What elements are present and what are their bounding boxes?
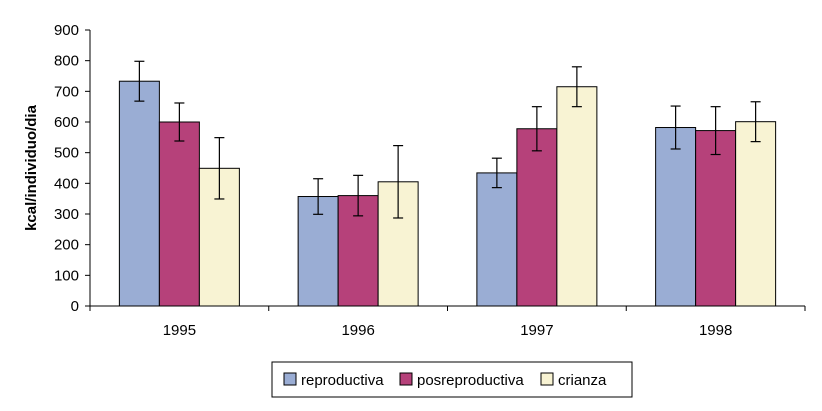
- y-tick-label: 100: [54, 267, 79, 284]
- x-tick-label: 1995: [163, 322, 196, 339]
- y-tick-label: 200: [54, 237, 79, 254]
- legend-label-posreproductiva: posreproductiva: [417, 372, 524, 389]
- legend-swatch-reproductiva: [283, 372, 297, 386]
- legend-box: [271, 361, 633, 398]
- y-tick-label: 600: [54, 114, 79, 131]
- bar-reproductiva: [655, 127, 697, 307]
- bar-posreproductiva: [516, 128, 558, 307]
- y-tick-label: 500: [54, 145, 79, 162]
- bar-posreproductiva: [158, 121, 200, 307]
- legend-label-crianza: crianza: [558, 372, 607, 389]
- y-tick-label: 400: [54, 175, 79, 192]
- legend-swatch-posreproductiva: [399, 372, 413, 386]
- y-tick-label: 800: [54, 53, 79, 70]
- x-tick-label: 1998: [699, 322, 732, 339]
- y-tick-label: 0: [71, 298, 79, 315]
- bar-reproductiva: [476, 172, 518, 307]
- x-tick-label: 1996: [341, 322, 374, 339]
- x-tick-label: 1997: [520, 322, 553, 339]
- bar-reproductiva: [118, 80, 160, 307]
- y-tick-label: 300: [54, 206, 79, 223]
- legend-swatch-crianza: [540, 372, 554, 386]
- bar-crianza: [735, 121, 777, 307]
- legend-label-reproductiva: reproductiva: [301, 372, 384, 389]
- bar-crianza: [377, 181, 419, 307]
- y-tick-label: 900: [54, 22, 79, 39]
- bar-crianza: [556, 86, 598, 307]
- y-axis-title: kcal/individuo/dia: [23, 104, 40, 231]
- bar-posreproductiva: [695, 130, 737, 307]
- y-tick-label: 700: [54, 83, 79, 100]
